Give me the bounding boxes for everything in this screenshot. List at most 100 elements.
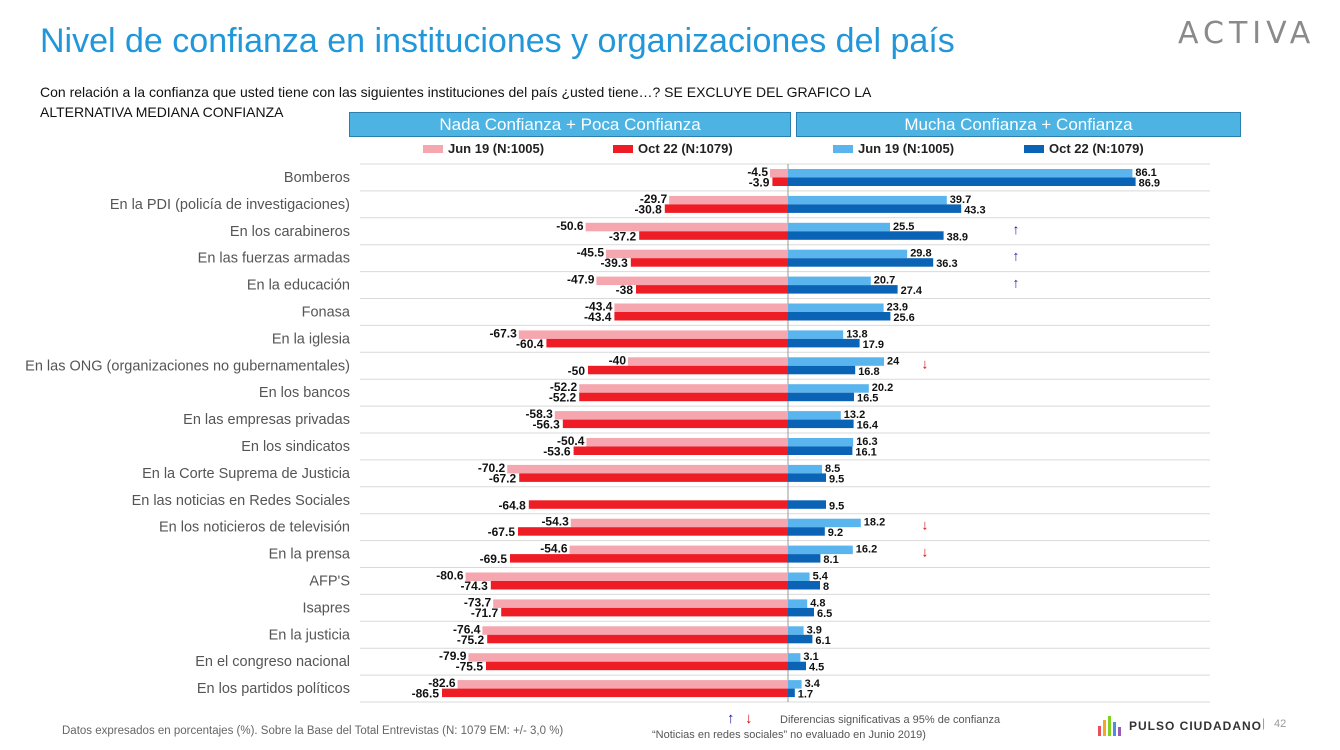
label-neg-oct22: -3.9: [749, 176, 770, 190]
legend-neg-oct22-swatch: [613, 145, 633, 153]
chart-subtitle: Con relación a la confianza que usted ti…: [40, 84, 871, 120]
legend-neg-oct22-label: Oct 22 (N:1079): [638, 141, 733, 156]
bar-neg-oct22: [562, 419, 788, 429]
bar-pos-jun19: [788, 249, 908, 259]
label-neg-oct22: -53.6: [543, 445, 571, 459]
label-neg-jun19: -54.3: [541, 515, 569, 529]
bar-neg-oct22: [639, 231, 788, 240]
activa-logo: ACTIVA: [1178, 16, 1316, 51]
significance-legend: Diferencias significativas a 95% de conf…: [780, 714, 1001, 726]
bar-pos-jun19: [788, 464, 822, 474]
bar-pos-oct22: [788, 607, 814, 617]
bar-neg-oct22: [519, 473, 788, 482]
bar-neg-oct22: [772, 177, 788, 186]
bar-neg-jun19: [596, 276, 788, 286]
label-neg-oct22: -67.5: [488, 525, 516, 539]
label-neg-oct22: -39.3: [600, 256, 628, 270]
bar-pos-jun19: [788, 169, 1133, 178]
bar-neg-jun19: [493, 599, 788, 608]
bar-neg-oct22: [490, 581, 788, 590]
label-neg-oct22: -43.4: [584, 310, 612, 324]
bar-neg-jun19: [518, 330, 788, 339]
header-negative-group: Nada Confianza + Poca Confianza: [349, 112, 791, 137]
category-label: En la prensa: [269, 547, 351, 563]
label-neg-oct22: -67.2: [489, 471, 517, 485]
bar-neg-oct22: [546, 338, 788, 348]
bar-pos-jun19: [788, 518, 861, 528]
bar-pos-oct22: [788, 554, 821, 563]
bar-pos-oct22: [788, 365, 856, 375]
bar-neg-oct22: [664, 204, 788, 213]
bar-neg-jun19: [628, 357, 788, 366]
label-neg-jun19: -52.2: [550, 380, 578, 394]
significance-down-icon: ↓: [922, 517, 929, 533]
bar-neg-jun19: [606, 249, 788, 259]
category-label: En la PDI (policía de investigaciones): [110, 197, 350, 213]
category-label: En la justicia: [269, 627, 351, 643]
significance-down-icon: ↓: [922, 544, 929, 560]
significance-up-icon: ↑: [1013, 248, 1020, 264]
label-pos-oct22: 9.5: [829, 473, 844, 485]
category-label: En las fuerzas armadas: [198, 251, 350, 267]
category-label: En la Corte Suprema de Justicia: [142, 466, 351, 482]
bar-neg-oct22: [579, 392, 788, 402]
header-positive-group: Mucha Confianza + Confianza: [796, 112, 1241, 137]
label-neg-jun19: -79.9: [439, 649, 467, 663]
label-neg-jun19: -29.7: [640, 192, 668, 206]
label-neg-jun19: -43.4: [585, 300, 613, 314]
bar-pos-jun19: [788, 626, 804, 635]
bar-pos-oct22: [788, 231, 944, 240]
bar-pos-oct22: [788, 661, 806, 671]
category-label: En la educación: [247, 278, 350, 294]
category-label: En los bancos: [259, 385, 350, 401]
bar-neg-oct22: [518, 527, 788, 536]
bar-pos-jun19: [788, 599, 808, 608]
bar-pos-oct22: [788, 258, 934, 267]
label-pos-oct22: 25.6: [893, 312, 914, 324]
bar-pos-oct22: [788, 473, 826, 482]
bar-pos-jun19: [788, 438, 854, 447]
label-pos-oct22: 9.5: [829, 500, 844, 512]
pulso-ciudadano-brand: PULSO CIUDADANO: [1098, 716, 1262, 736]
bar-neg-oct22: [501, 607, 788, 617]
bar-neg-jun19: [457, 680, 788, 689]
label-pos-oct22: 9.2: [828, 527, 843, 539]
bar-neg-jun19: [570, 518, 788, 528]
significance-down-icon: ↓: [922, 355, 929, 371]
label-neg-jun19: -50.6: [556, 219, 584, 233]
bar-neg-jun19: [465, 572, 788, 581]
label-neg-jun19: -54.6: [540, 542, 568, 556]
label-neg-oct22: -50: [568, 364, 586, 378]
label-neg-oct22: -38: [616, 283, 634, 297]
label-pos-jun19: 3.1: [803, 651, 818, 663]
label-neg-jun19: -50.4: [557, 434, 585, 448]
label-pos-oct22: 6.5: [817, 608, 832, 620]
label-pos-jun19: 23.9: [887, 302, 908, 314]
legend-pos-oct22-swatch: [1024, 145, 1044, 153]
significance-up-icon: ↑: [1013, 221, 1020, 237]
bar-pos-oct22: [788, 392, 854, 402]
label-pos-oct22: 16.5: [857, 393, 878, 405]
brand-name: PULSO CIUDADANO: [1129, 719, 1263, 733]
bar-pos-jun19: [788, 276, 871, 286]
label-pos-oct22: 8.1: [823, 554, 838, 566]
bar-pos-oct22: [788, 177, 1136, 186]
label-neg-jun19: -67.3: [489, 326, 517, 340]
bar-pos-jun19: [788, 411, 841, 420]
label-neg-jun19: -76.4: [453, 622, 481, 636]
bar-pos-jun19: [788, 357, 884, 366]
category-label: Fonasa: [302, 305, 351, 321]
legend-pos-jun19-swatch: [833, 145, 853, 153]
bar-neg-jun19: [554, 411, 788, 420]
label-pos-oct22: 4.5: [809, 662, 824, 674]
bar-neg-oct22: [614, 312, 788, 321]
label-pos-jun19: 13.2: [844, 409, 865, 421]
bar-neg-oct22: [573, 446, 788, 455]
bar-pos-jun19: [788, 653, 801, 662]
social-media-note: “Noticias en redes sociales” no evaluado…: [652, 729, 926, 741]
label-pos-jun19: 16.3: [856, 436, 877, 448]
label-pos-oct22: 17.9: [863, 339, 884, 351]
bar-neg-oct22: [630, 258, 788, 267]
label-neg-jun19: -58.3: [525, 407, 553, 421]
bar-neg-oct22: [486, 661, 788, 671]
